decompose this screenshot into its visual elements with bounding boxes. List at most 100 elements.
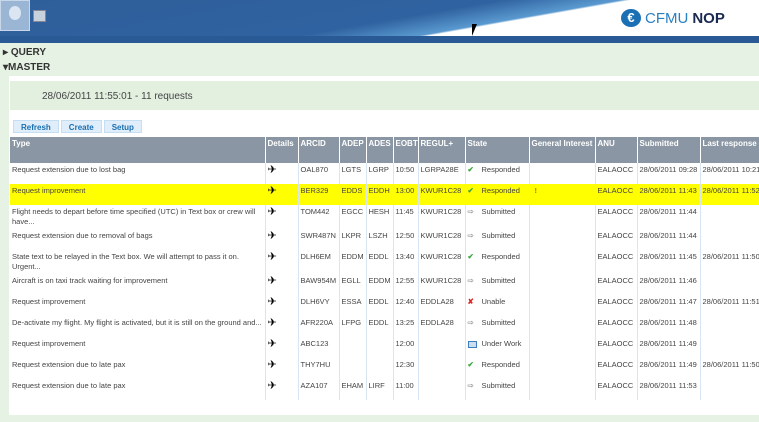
state-label: Responded [481,186,520,195]
details-cell[interactable]: ✈ [265,184,299,205]
details-cell[interactable]: ✈ [265,358,299,379]
table-row[interactable]: Request improvement ✈ ABC123 12:00 Under Wor… [10,337,759,358]
table-row[interactable]: De-activate my flight. My flight is acti… [10,316,759,337]
airplane-details-icon[interactable]: ✈ [267,296,277,308]
section-master-toggle[interactable]: ▾MASTER [3,62,50,73]
adep-cell: EDDM [339,250,367,274]
table-row[interactable]: Aircraft is on taxi track waiting for im… [10,274,759,295]
anu-cell: EALAOCC [595,163,638,184]
ades-cell: LSZH [366,229,394,250]
general-interest-cell [529,379,596,400]
create-button[interactable]: Create [60,120,102,133]
column-header[interactable]: ADES [366,137,394,163]
eobt-cell: 13:00 [393,184,419,205]
anu-cell: EALAOCC [595,250,638,274]
general-interest-cell [529,250,596,274]
state-label: Submitted [481,318,516,327]
column-header[interactable]: Details [265,137,299,163]
logo-suffix: NOP [692,9,725,27]
setup-button[interactable]: Setup [103,120,142,133]
type-cell: Request extension due to lost bag [10,163,266,184]
column-header[interactable]: General Interest [529,137,596,163]
table-row[interactable]: Request improvement ✈ BER329 EDDS EDDH 13:00 K… [10,184,759,205]
ades-cell: EDDL [366,250,394,274]
submitted-cell: 28/06/2011 11:49 [637,358,701,379]
airplane-details-icon[interactable]: ✈ [267,359,277,371]
details-cell[interactable]: ✈ [265,229,299,250]
details-cell[interactable]: ✈ [265,250,299,274]
arrow-icon: ⇨ [467,381,474,390]
airplane-details-icon[interactable]: ✈ [267,185,277,197]
anu-cell: EALAOCC [595,316,638,337]
column-header[interactable]: State [465,137,530,163]
section-master-label: MASTER [8,62,51,73]
details-cell[interactable]: ✈ [265,316,299,337]
state-cell: ⇨ Submitted [465,316,530,337]
column-header[interactable]: Submitted [637,137,701,163]
section-query-label: QUERY [10,47,47,58]
table-row[interactable]: State text to be relayed in the Text box… [10,250,759,274]
type-cell: Request extension due to removal of bags [10,229,266,250]
column-header[interactable]: ANU [595,137,638,163]
airplane-details-icon[interactable]: ✈ [267,338,277,350]
type-cell: Request improvement [10,295,266,316]
last-response-cell [700,229,759,250]
state-cell: ✘ Unable [465,295,530,316]
airplane-details-icon[interactable]: ✈ [267,206,277,218]
state-label: Responded [481,252,520,261]
table-row[interactable]: Request improvement ✈ DLH6VY ESSA EDDL 12:40 E… [10,295,759,316]
airplane-details-icon[interactable]: ✈ [267,164,277,176]
column-header[interactable]: ARCID [298,137,340,163]
state-label: Submitted [481,207,516,216]
refresh-button[interactable]: Refresh [13,120,59,133]
eobt-cell: 11:00 [393,379,419,400]
table-row[interactable]: Request extension due to late pax ✈ THY7HU… [10,358,759,379]
column-header[interactable]: ADEP [339,137,367,163]
last-response-cell [700,205,759,229]
last-response-cell: 28/06/2011 11:51 [700,295,759,316]
table-row[interactable]: Request extension due to lost bag ✈ OAL870… [10,163,759,184]
submitted-cell: 28/06/2011 11:49 [637,337,701,358]
airplane-details-icon[interactable]: ✈ [267,230,277,242]
airplane-details-icon[interactable]: ✈ [267,275,277,287]
column-header[interactable]: REGUL+ [418,137,466,163]
airplane-details-icon[interactable]: ✈ [267,317,277,329]
eobt-cell: 11:45 [393,205,419,229]
general-interest-cell [529,274,596,295]
table-row[interactable]: Request extension due to late pax ✈ AZA107… [10,379,759,400]
table-row[interactable]: Request extension due to removal of bags… [10,229,759,250]
eobt-cell: 12:30 [393,358,419,379]
type-cell: Request improvement [10,184,266,205]
general-interest-cell: ! [529,184,596,205]
eobt-cell: 12:00 [393,337,419,358]
arcid-cell: OAL870 [298,163,340,184]
user-avatar[interactable] [0,0,30,31]
last-response-cell [700,337,759,358]
table-row[interactable]: Flight needs to depart before time speci… [10,205,759,229]
cfmu-nop-logo: € CFMU NOP [615,6,755,30]
state-cell: ✔ Responded [465,358,530,379]
section-query-toggle[interactable]: ▸ QUERY [3,47,46,58]
airplane-details-icon[interactable]: ✈ [267,380,277,392]
regul-cell: LGRPA28E [418,163,466,184]
details-cell[interactable]: ✈ [265,163,299,184]
details-cell[interactable]: ✈ [265,337,299,358]
eobt-cell: 12:55 [393,274,419,295]
eobt-cell: 12:50 [393,229,419,250]
column-header[interactable]: EOBT [393,137,419,163]
details-cell[interactable]: ✈ [265,379,299,400]
adep-cell [339,337,367,358]
general-interest-cell [529,205,596,229]
column-header[interactable]: Last response [700,137,759,163]
ades-cell: EDDL [366,295,394,316]
regul-cell: KWUR1C28 [418,205,466,229]
details-cell[interactable]: ✈ [265,274,299,295]
details-cell[interactable]: ✈ [265,295,299,316]
details-cell[interactable]: ✈ [265,205,299,229]
column-header[interactable]: Type [10,137,266,163]
regul-cell: KWUR1C28 [418,274,466,295]
last-response-cell: 28/06/2011 11:52 [700,184,759,205]
type-cell: State text to be relayed in the Text box… [10,250,266,274]
monitor-icon[interactable] [33,10,46,22]
airplane-details-icon[interactable]: ✈ [267,251,277,263]
